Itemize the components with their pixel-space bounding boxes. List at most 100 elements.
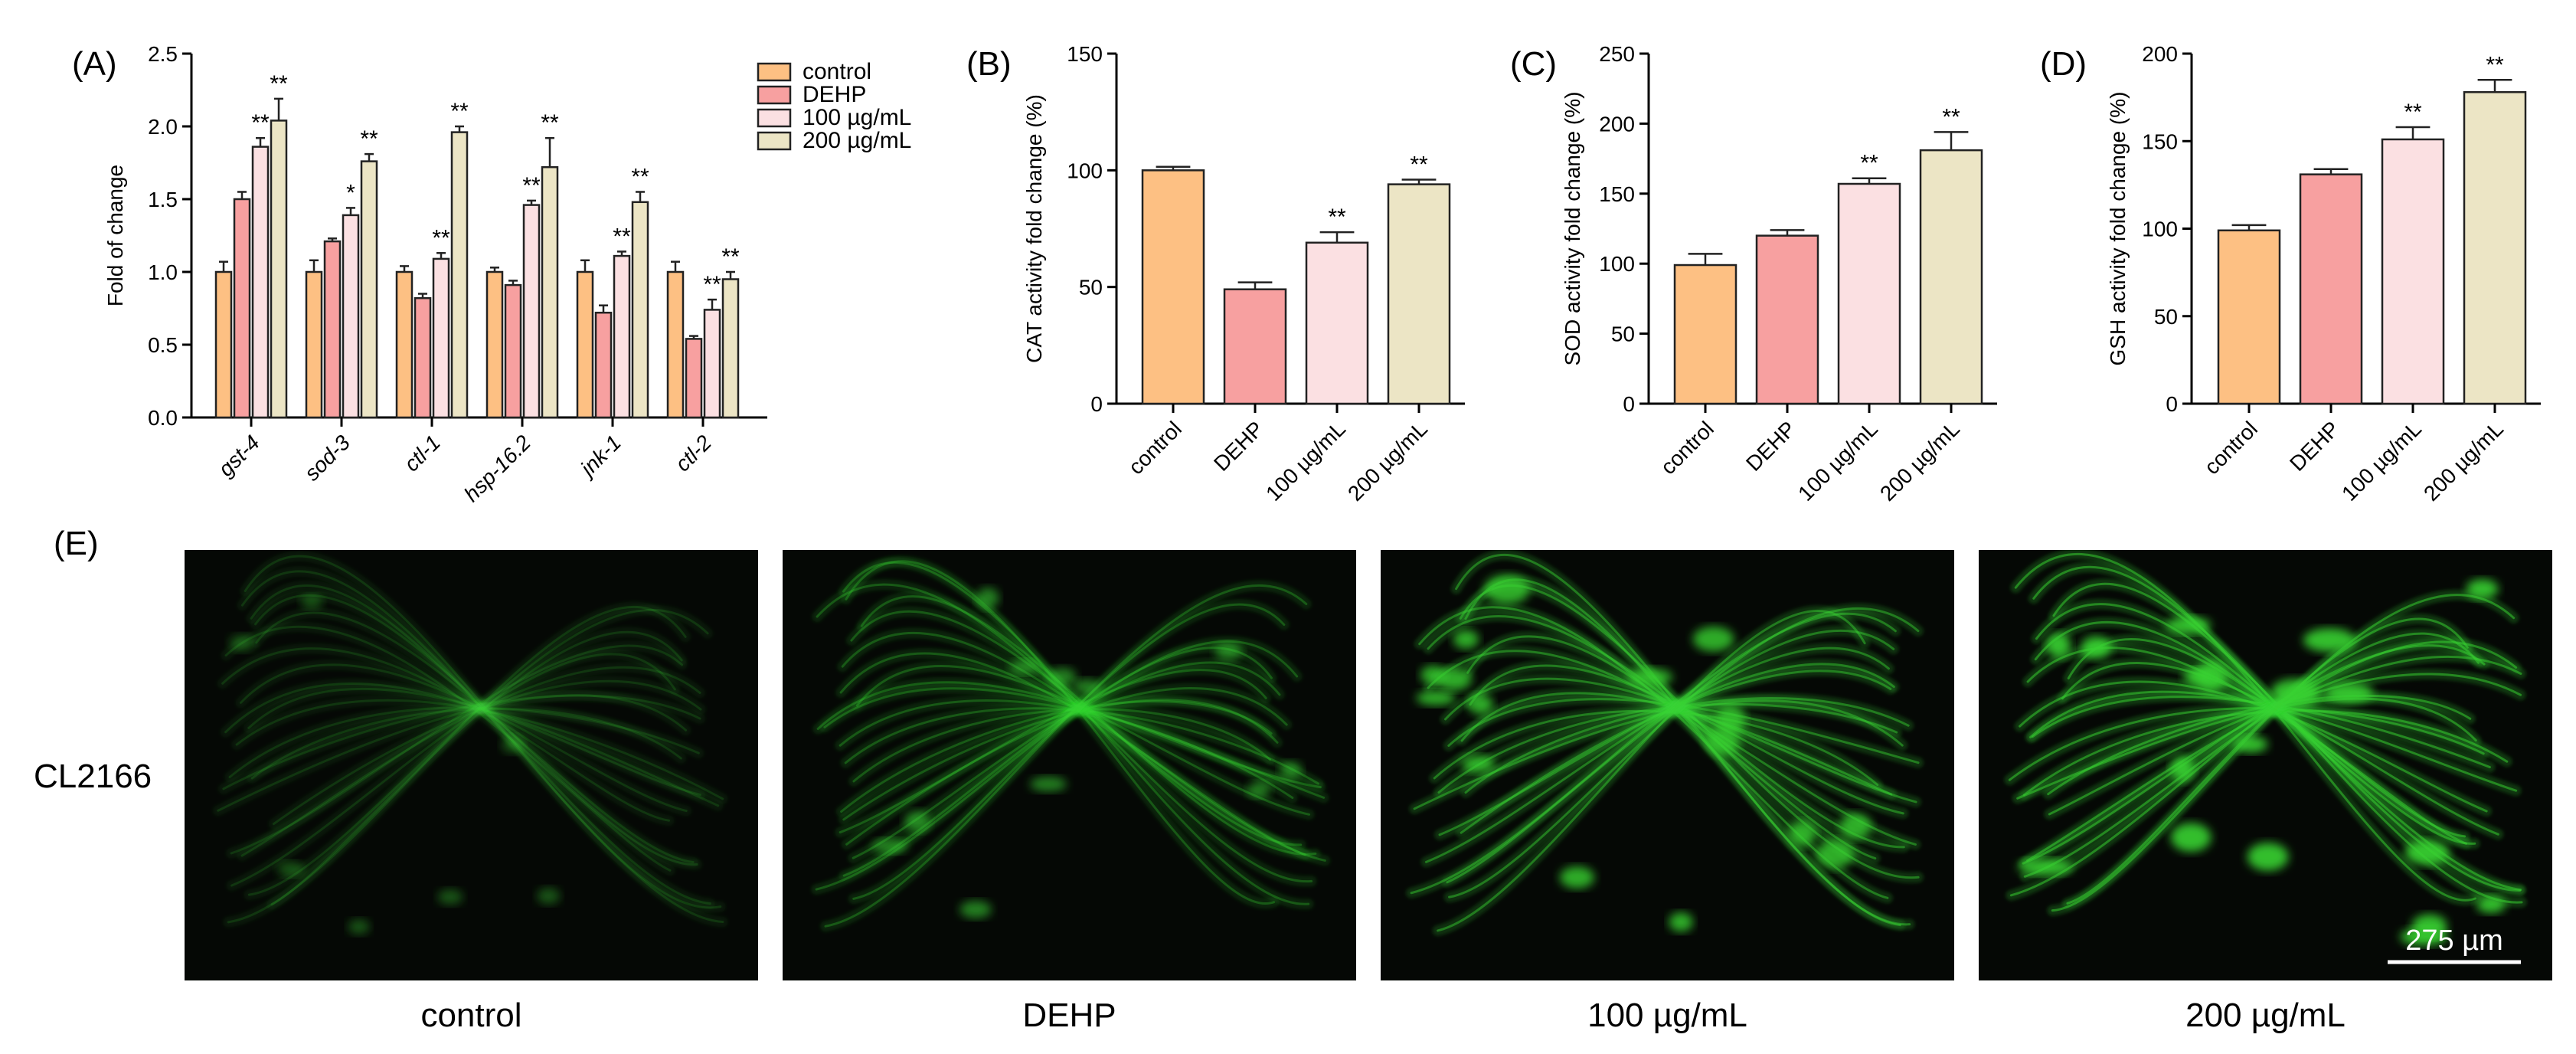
fluorescent-spot (1030, 777, 1067, 792)
y-tick-label: 50 (1611, 322, 1635, 346)
worm (820, 580, 1312, 932)
y-tick-label: 1.5 (148, 188, 178, 211)
x-tick-label: DEHP (1209, 417, 1268, 476)
fluorescent-spot (959, 900, 992, 918)
bar (2381, 138, 2445, 405)
bar (251, 146, 270, 419)
fluorescent-spot (1214, 642, 1243, 660)
x-tick-label: ctl-1 (400, 430, 445, 476)
fluorescent-spot (871, 839, 908, 853)
x-tick-label: sod-3 (300, 430, 355, 486)
worm-edge (824, 584, 1308, 928)
bar (2217, 229, 2281, 405)
fluorescent-spot (2404, 840, 2450, 866)
bar (233, 198, 251, 419)
y-tick-label: 200 (1599, 112, 1635, 136)
worm-bundle (212, 551, 728, 935)
y-tick-label: 250 (1599, 42, 1635, 66)
bar (342, 214, 360, 419)
panel-letter: (A) (72, 45, 117, 83)
legend-label: control (803, 59, 871, 84)
fluorescent-spot (1453, 630, 1479, 649)
fluorescent-spot (1705, 727, 1741, 755)
bar (395, 270, 414, 419)
worm-edge (230, 644, 684, 855)
fluorescent-spot (1559, 866, 1595, 889)
y-axis-label: CAT activity fold change (%) (1022, 94, 1046, 363)
fluorescent-spot (1692, 627, 1734, 652)
y-axis-label: SOD activity fold change (%) (1561, 92, 1584, 366)
y-tick-label: 100 (1067, 159, 1103, 182)
bar (1673, 264, 1737, 405)
image-label: 100 µg/mL (1587, 997, 1747, 1034)
fluorescent-spot (348, 919, 370, 935)
y-tick-label: 1.0 (148, 260, 178, 284)
panel-letter: (C) (1510, 45, 1557, 83)
bar (703, 309, 721, 419)
y-tick-label: 0.5 (148, 333, 178, 357)
y-tick-label: 2.0 (148, 115, 178, 139)
bar (576, 270, 594, 419)
fluorescent-spot (2170, 823, 2212, 852)
fluorescent-spot (1247, 781, 1271, 797)
bar (504, 283, 522, 419)
x-tick-label: jnk-1 (574, 430, 626, 483)
worm-bundle (811, 555, 1331, 932)
strain-label: CL2166 (34, 758, 152, 795)
chart-c: (C) 0 50 100 150 200 250 SOD activity fold chan… (1510, 42, 1997, 506)
bar (1387, 183, 1451, 405)
bar (270, 119, 288, 419)
legend-swatch (757, 62, 792, 82)
fluorescent-spot (1669, 912, 1693, 932)
fluorescent-spot (1009, 660, 1038, 675)
fluorescent-spot (277, 861, 305, 877)
bar (414, 296, 432, 419)
fluorescent-spot (1628, 668, 1673, 686)
significance-label: ** (1942, 104, 1960, 129)
chart-d: (D) 0 50 100 150 200 GSH activity fold change … (2040, 42, 2541, 506)
bar (1755, 234, 1819, 405)
significance-label: ** (450, 99, 469, 124)
bar (666, 270, 685, 419)
fluorescent-spot (1280, 761, 1302, 780)
significance-label: ** (541, 110, 559, 136)
fluorescent-spot (2247, 843, 2289, 871)
fluorescent-spot (904, 810, 930, 832)
fluorescent-spot (2081, 636, 2112, 660)
image-label: control (420, 997, 521, 1034)
x-tick-label: control (2200, 417, 2262, 479)
panel-letter: (B) (966, 45, 1012, 83)
x-tick-label: 200 µg/mL (2419, 417, 2508, 506)
bar (541, 165, 559, 419)
bar (1305, 241, 1369, 405)
y-axis-label: GSH activity fold change (%) (2106, 92, 2130, 366)
y-tick-label: 150 (2142, 129, 2178, 153)
chart-b: (B) 0 50 100 150 CAT activity fold change (%)… (966, 42, 1465, 506)
micrograph-1 (185, 550, 758, 980)
significance-label: ** (613, 224, 631, 249)
legend-swatch (757, 108, 792, 128)
x-tick-label: control (1124, 417, 1186, 479)
bar (1837, 182, 1901, 405)
x-tick-label: DEHP (2285, 417, 2344, 476)
worm (1432, 605, 1871, 936)
fluorescent-spot (2183, 668, 2213, 686)
fluorescent-spot (2476, 895, 2506, 913)
fluorescent-spot (1816, 840, 1855, 869)
significance-label: * (346, 180, 355, 205)
bar (1223, 288, 1287, 405)
fluorescent-spot (2170, 756, 2195, 782)
fluorescent-spot (300, 594, 323, 609)
y-tick-label: 150 (1599, 182, 1635, 206)
image-label: 200 µg/mL (2185, 997, 2346, 1034)
significance-label: ** (2486, 52, 2504, 77)
fluorescent-spot (2046, 633, 2071, 658)
x-tick-label: DEHP (1741, 417, 1800, 476)
fluorescent-spot (1839, 813, 1872, 840)
significance-label: ** (522, 173, 541, 198)
fluorescent-spot (1436, 668, 1472, 691)
fluorescent-spot (1715, 705, 1746, 734)
worm-edge (1437, 610, 1866, 932)
